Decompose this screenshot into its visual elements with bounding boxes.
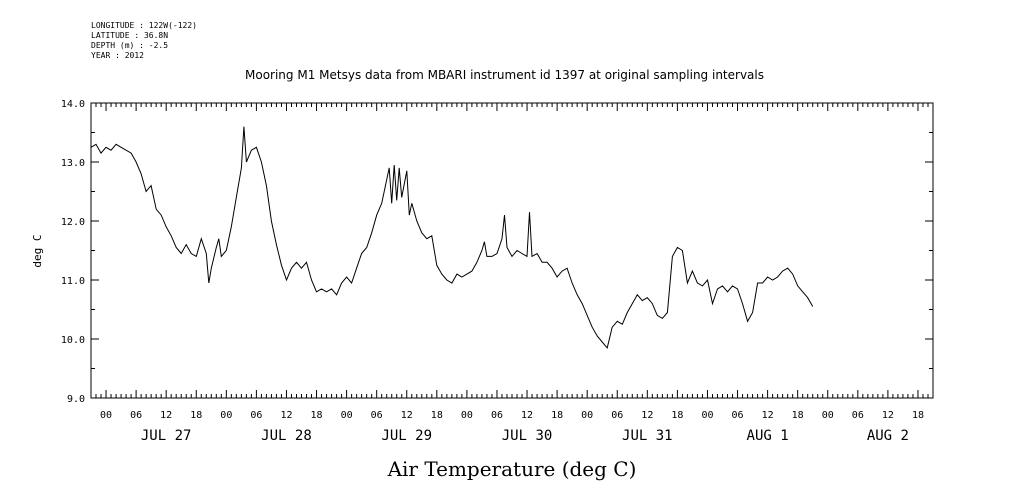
- year-text: YEAR : 2012: [91, 51, 144, 60]
- x-tick-label: 06: [732, 410, 744, 421]
- x-tick-label: 12: [280, 410, 292, 421]
- x-tick-label: 18: [792, 410, 804, 421]
- x-tick-label: 06: [852, 410, 864, 421]
- day-label: JUL 29: [381, 428, 432, 444]
- day-label: JUL 31: [622, 428, 673, 444]
- x-tick-label: 12: [160, 410, 172, 421]
- y-tick-label: 14.0: [61, 99, 85, 110]
- day-label: AUG 2: [867, 428, 909, 444]
- y-tick-label: 9.0: [67, 394, 85, 405]
- longitude-text: LONGITUDE : 122W(-122): [91, 21, 197, 30]
- x-tick-label: 12: [641, 410, 653, 421]
- latitude-text: LATITUDE : 36.8N: [91, 31, 169, 40]
- x-tick-label: 12: [521, 410, 533, 421]
- x-tick-label: 12: [882, 410, 894, 421]
- y-tick-label: 13.0: [61, 158, 85, 169]
- plot-frame: [90, 102, 934, 399]
- x-tick-label: 18: [912, 410, 924, 421]
- day-label: JUL 27: [141, 428, 192, 444]
- x-tick-label: 12: [762, 410, 774, 421]
- day-label: JUL 28: [261, 428, 312, 444]
- x-tick-label: 00: [341, 410, 353, 421]
- x-tick-label: 18: [431, 410, 443, 421]
- depth-text: DEPTH (m) : -2.5: [91, 41, 169, 50]
- x-tick-label: 06: [130, 410, 142, 421]
- x-tick-label: 12: [401, 410, 413, 421]
- x-tick-label: 06: [491, 410, 503, 421]
- x-tick-label: 00: [461, 410, 473, 421]
- x-tick-label: 06: [611, 410, 623, 421]
- x-axis-label: Air Temperature (deg C): [387, 457, 637, 481]
- x-tick-label: 00: [581, 410, 593, 421]
- series-line: [90, 126, 814, 349]
- chart-title: Mooring M1 Metsys data from MBARI instru…: [245, 68, 764, 82]
- x-tick-label: 00: [822, 410, 834, 421]
- x-tick-label: 00: [220, 410, 232, 421]
- x-axis: 00 06 12 18 00 06 12 18 00 06 12 18 00 06 12 18 00 06 12 18…: [90, 103, 934, 444]
- y-tick-label: 10.0: [61, 335, 85, 346]
- y-tick-label: 11.0: [61, 276, 85, 287]
- x-tick-label: 00: [701, 410, 713, 421]
- y-axis: 9.0 10.0 11.0 12.0 13.0 14.0: [61, 99, 933, 405]
- x-tick-label: 06: [371, 410, 383, 421]
- metadata-block: LONGITUDE : 122W(-122) LATITUDE : 36.8N …: [91, 21, 197, 61]
- day-label: JUL 30: [502, 428, 553, 444]
- y-tick-label: 12.0: [61, 217, 85, 228]
- y-axis-label: deg C: [31, 234, 44, 267]
- day-label: AUG 1: [747, 428, 789, 444]
- x-tick-label: 18: [311, 410, 323, 421]
- x-tick-label: 18: [551, 410, 563, 421]
- x-tick-label: 06: [250, 410, 262, 421]
- x-tick-label: 18: [190, 410, 202, 421]
- x-tick-label: 18: [671, 410, 683, 421]
- x-tick-label: 00: [100, 410, 112, 421]
